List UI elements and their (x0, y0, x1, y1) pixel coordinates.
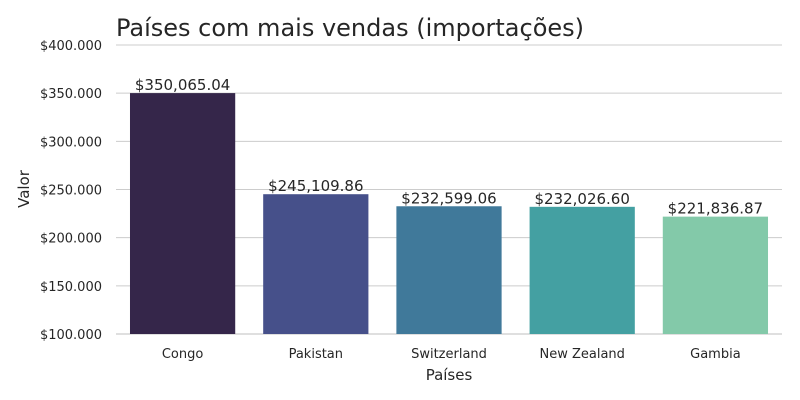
y-tick-label: $400.000 (40, 39, 102, 54)
bar-value-label: $221,836.87 (668, 200, 763, 218)
x-axis-ticks: Congo Pakistan Switzerland New Zealand Gambi… (162, 347, 741, 362)
x-tick-label: Gambia (690, 347, 741, 362)
x-tick-label: Pakistan (289, 347, 343, 362)
bar-new-zealand (529, 206, 635, 334)
bar-congo (129, 93, 236, 335)
x-tick-label: New Zealand (539, 347, 624, 362)
y-tick-label: $350.000 (40, 87, 102, 102)
bar-pakistan (263, 194, 369, 334)
bar-switzerland (396, 206, 502, 334)
y-tick-label: $100.000 (40, 328, 102, 343)
bar-value-label: $232,599.06 (401, 189, 496, 207)
y-tick-label: $150.000 (40, 280, 102, 295)
y-tick-label: $300.000 (40, 135, 102, 150)
y-axis-ticks: $100.000 $150.000 $200.000 $250.000 $300.000… (40, 39, 102, 343)
bar-value-label: $232,026.60 (534, 190, 629, 208)
x-axis-label: Países (426, 366, 473, 384)
chart-title: Países com mais vendas (importações) (116, 14, 584, 42)
bar-gambia (662, 216, 769, 334)
bar-value-label: $350,065.04 (135, 76, 230, 94)
x-tick-label: Switzerland (411, 347, 487, 362)
bars: $350,065.04 $245,109.86 $232,599.06 $232,02… (129, 76, 769, 335)
x-tick-label: Congo (162, 347, 204, 362)
y-axis-label: Valor (15, 169, 33, 208)
y-tick-label: $250.000 (40, 184, 102, 199)
bar-value-label: $245,109.86 (268, 177, 363, 195)
y-tick-label: $200.000 (40, 232, 102, 247)
